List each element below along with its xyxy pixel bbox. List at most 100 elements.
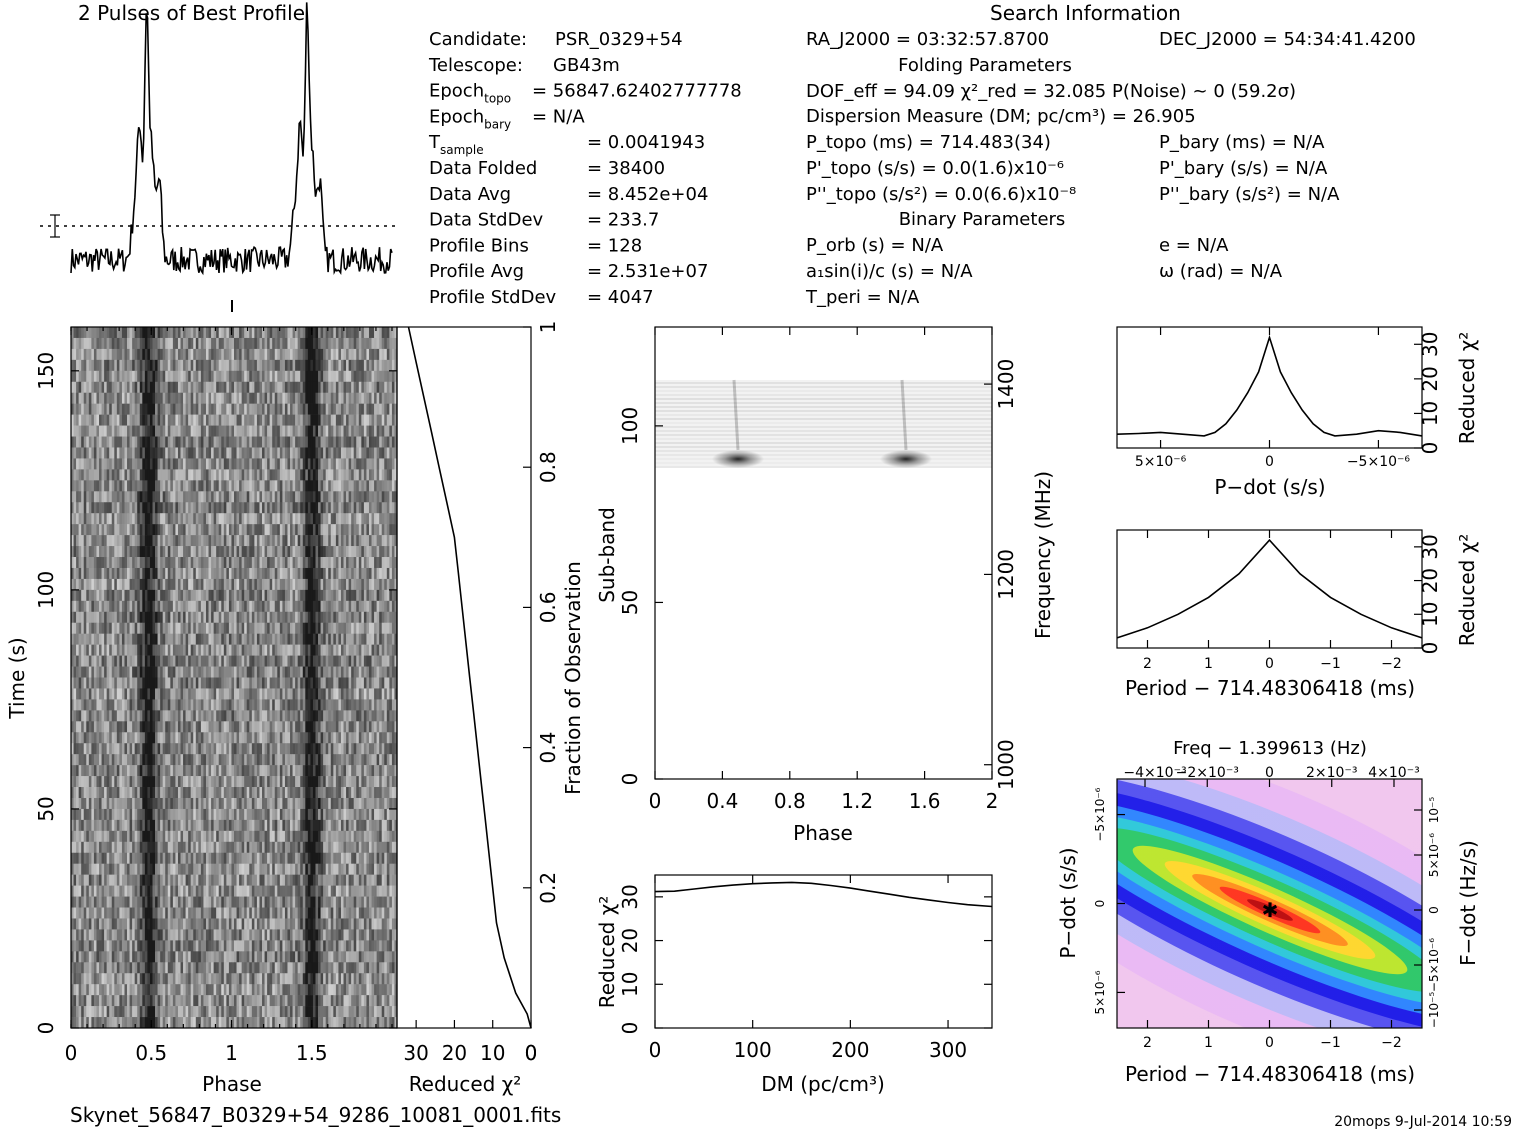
heatmap-cell: [142, 600, 146, 613]
heatmap-cell: [221, 622, 225, 634]
heatmap-cell: [200, 699, 204, 711]
heatmap-cell: [101, 633, 105, 645]
heatmap-cell: [356, 469, 360, 481]
heatmap-cell: [363, 721, 367, 733]
heatmap-cell: [129, 458, 133, 470]
heatmap-cell: [279, 513, 283, 525]
heatmap-cell: [330, 699, 334, 711]
heatmap-cell: [251, 337, 255, 350]
heatmap-cell: [274, 677, 278, 689]
heatmap-cell: [351, 600, 355, 613]
heatmap-cell: [111, 589, 115, 602]
heatmap-cell: [312, 359, 316, 372]
heatmap-cell: [106, 743, 110, 755]
heatmap-cell: [279, 414, 283, 426]
heatmap-cell: [78, 546, 82, 558]
heatmap-cell: [183, 666, 186, 678]
heatmap-cell: [241, 502, 245, 514]
heatmap-cell: [160, 392, 163, 404]
heatmap-cell: [177, 381, 181, 394]
heatmap-cell: [193, 677, 197, 689]
heatmap-cell: [358, 480, 362, 492]
heatmap-cell: [149, 600, 153, 613]
heatmap-cell: [106, 535, 110, 547]
heatmap-cell: [328, 677, 332, 689]
heatmap-cell: [389, 655, 393, 667]
heatmap-cell: [386, 622, 390, 634]
heatmap-cell: [188, 381, 192, 394]
heatmap-cell: [300, 337, 304, 350]
heatmap-cell: [277, 337, 281, 350]
heatmap-cell: [249, 458, 253, 470]
heatmap-cell: [188, 370, 192, 383]
heatmap-cell: [139, 359, 143, 372]
heatmap-cell: [134, 633, 138, 645]
heatmap-cell: [302, 699, 306, 711]
heatmap-cell: [152, 370, 156, 383]
heatmap-cell: [104, 743, 107, 755]
heatmap-cell: [379, 600, 383, 613]
heatmap-cell: [254, 600, 258, 613]
heatmap-cell: [366, 721, 370, 733]
heatmap-cell: [211, 633, 214, 645]
heatmap-cell: [307, 699, 311, 711]
heatmap-cell: [78, 414, 82, 426]
heatmap-cell: [353, 392, 357, 404]
heatmap-cell: [86, 644, 90, 656]
heatmap-cell: [71, 348, 74, 361]
heatmap-cell: [203, 425, 207, 437]
heatmap-cell: [374, 633, 377, 645]
heatmap-cell: [216, 348, 220, 361]
heatmap-cell: [389, 710, 393, 722]
heatmap-cell: [198, 666, 202, 678]
heatmap-cell: [366, 348, 370, 361]
heatmap-cell: [116, 524, 120, 536]
heatmap-cell: [183, 611, 186, 624]
heatmap-cell: [264, 370, 268, 383]
heatmap-cell: [320, 699, 324, 711]
heatmap-cell: [231, 502, 235, 514]
heatmap-cell: [71, 513, 74, 525]
heatmap-cell: [160, 721, 163, 733]
heatmap-cell: [175, 622, 179, 634]
heatmap-cell: [300, 567, 304, 580]
heatmap-cell: [83, 732, 87, 744]
heatmap-cell: [228, 327, 232, 339]
heatmap-cell: [267, 381, 270, 394]
heatmap-cell: [170, 327, 174, 339]
heatmap-cell: [338, 436, 342, 448]
heatmap-cell: [328, 327, 332, 339]
heatmap-cell: [208, 359, 212, 372]
heatmap-cell: [371, 447, 375, 459]
heatmap-cell: [132, 436, 135, 448]
heatmap-cell: [290, 567, 293, 580]
heatmap-cell: [116, 469, 120, 481]
heatmap-cell: [203, 557, 207, 569]
heatmap-cell: [325, 381, 329, 394]
heatmap-cell: [205, 677, 209, 689]
heatmap-cell: [384, 666, 388, 678]
heatmap-cell: [121, 589, 125, 602]
heatmap-cell: [307, 546, 311, 558]
heatmap-cell: [368, 699, 372, 711]
heatmap-cell: [165, 699, 169, 711]
heatmap-cell: [366, 327, 370, 339]
heatmap-cell: [292, 491, 296, 503]
heatmap-cell: [119, 381, 123, 394]
heatmap-cell: [318, 403, 321, 415]
heatmap-cell: [129, 557, 133, 569]
heatmap-cell: [93, 732, 97, 744]
heatmap-cell: [190, 567, 194, 580]
heatmap-cell: [172, 392, 176, 404]
heatmap-cell: [91, 491, 95, 503]
heatmap-cell: [147, 557, 151, 569]
heatmap-cell: [134, 524, 138, 536]
heatmap-cell: [142, 699, 146, 711]
heatmap-cell: [93, 392, 97, 404]
heatmap-cell: [358, 666, 362, 678]
heatmap-cell: [368, 370, 372, 383]
heatmap-cell: [231, 743, 235, 755]
heatmap-cell: [297, 491, 301, 503]
heatmap-cell: [256, 469, 260, 481]
heatmap-cell: [297, 622, 301, 634]
